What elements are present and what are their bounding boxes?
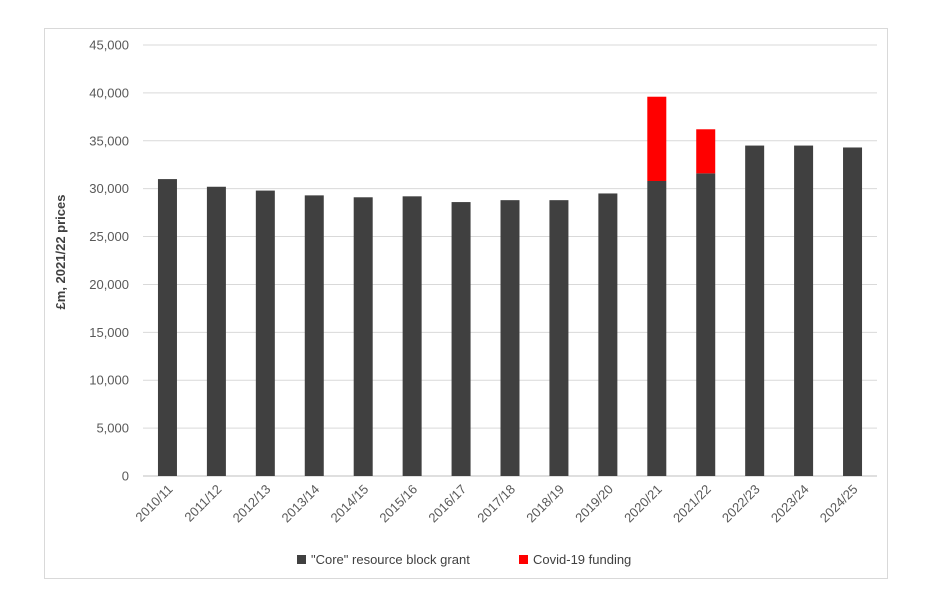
y-tick-label: 40,000 xyxy=(89,85,129,100)
y-tick-label: 15,000 xyxy=(89,325,129,340)
bar-core-grant xyxy=(402,196,422,476)
bar-core-grant xyxy=(696,173,716,476)
x-tick-label: 2020/21 xyxy=(621,482,665,526)
legend-swatch xyxy=(297,555,306,564)
legend-label: Covid-19 funding xyxy=(533,552,631,567)
x-axis-ticks: 2010/11 2011/12 2012/13 2013/14 2014/15 2015/… xyxy=(132,482,860,526)
y-axis-title: £m, 2021/22 prices xyxy=(53,195,68,310)
legend-label: "Core" resource block grant xyxy=(311,552,470,567)
y-tick-label: 20,000 xyxy=(89,277,129,292)
x-tick-label: 2013/14 xyxy=(279,482,323,526)
bars xyxy=(157,96,863,477)
legend: "Core" resource block grant Covid-19 fund… xyxy=(297,552,631,567)
x-tick-label: 2011/12 xyxy=(181,482,224,525)
x-tick-label: 2017/18 xyxy=(474,482,518,526)
bar-covid-funding xyxy=(696,129,716,174)
bar-core-grant xyxy=(794,145,814,477)
y-tick-label: 10,000 xyxy=(89,373,129,388)
x-tick-label: 2024/25 xyxy=(817,482,861,526)
y-tick-label: 30,000 xyxy=(89,181,129,196)
y-tick-label: 0 xyxy=(122,469,129,484)
chart-svg: 0 5,000 10,000 15,000 20,000 25,000 30,000 35,0… xyxy=(53,38,877,567)
x-tick-label: 2015/16 xyxy=(376,482,420,526)
bar-core-grant xyxy=(598,193,618,476)
bar-core-grant xyxy=(500,200,520,476)
x-tick-label: 2021/22 xyxy=(670,482,714,526)
y-tick-label: 25,000 xyxy=(89,229,129,244)
y-tick-label: 45,000 xyxy=(89,38,129,53)
bar-covid-funding xyxy=(647,96,667,182)
bar-core-grant xyxy=(745,145,765,477)
bar-core-grant xyxy=(206,186,226,477)
x-tick-label: 2023/24 xyxy=(768,482,812,526)
bar-core-grant xyxy=(353,197,373,476)
y-axis-ticks: 0 5,000 10,000 15,000 20,000 25,000 30,000 35,0… xyxy=(89,38,129,484)
y-tick-label: 5,000 xyxy=(96,421,129,436)
bar-core-grant xyxy=(255,190,275,477)
bar-core-grant xyxy=(647,181,667,476)
bar-core-grant xyxy=(549,200,569,476)
x-tick-label: 2010/11 xyxy=(132,482,175,525)
bar-core-grant xyxy=(843,147,863,476)
x-tick-label: 2012/13 xyxy=(230,482,274,526)
bar-core-grant xyxy=(157,179,177,477)
x-tick-label: 2018/19 xyxy=(523,482,567,526)
x-tick-label: 2022/23 xyxy=(719,482,763,526)
bar-core-grant xyxy=(304,195,324,477)
x-tick-label: 2016/17 xyxy=(425,482,469,526)
x-tick-label: 2019/20 xyxy=(572,482,616,526)
y-tick-label: 35,000 xyxy=(89,133,129,148)
legend-swatch xyxy=(519,555,528,564)
bar-core-grant xyxy=(451,202,471,476)
x-tick-label: 2014/15 xyxy=(327,482,371,526)
chart-frame: 0 5,000 10,000 15,000 20,000 25,000 30,000 35,0… xyxy=(44,28,888,579)
